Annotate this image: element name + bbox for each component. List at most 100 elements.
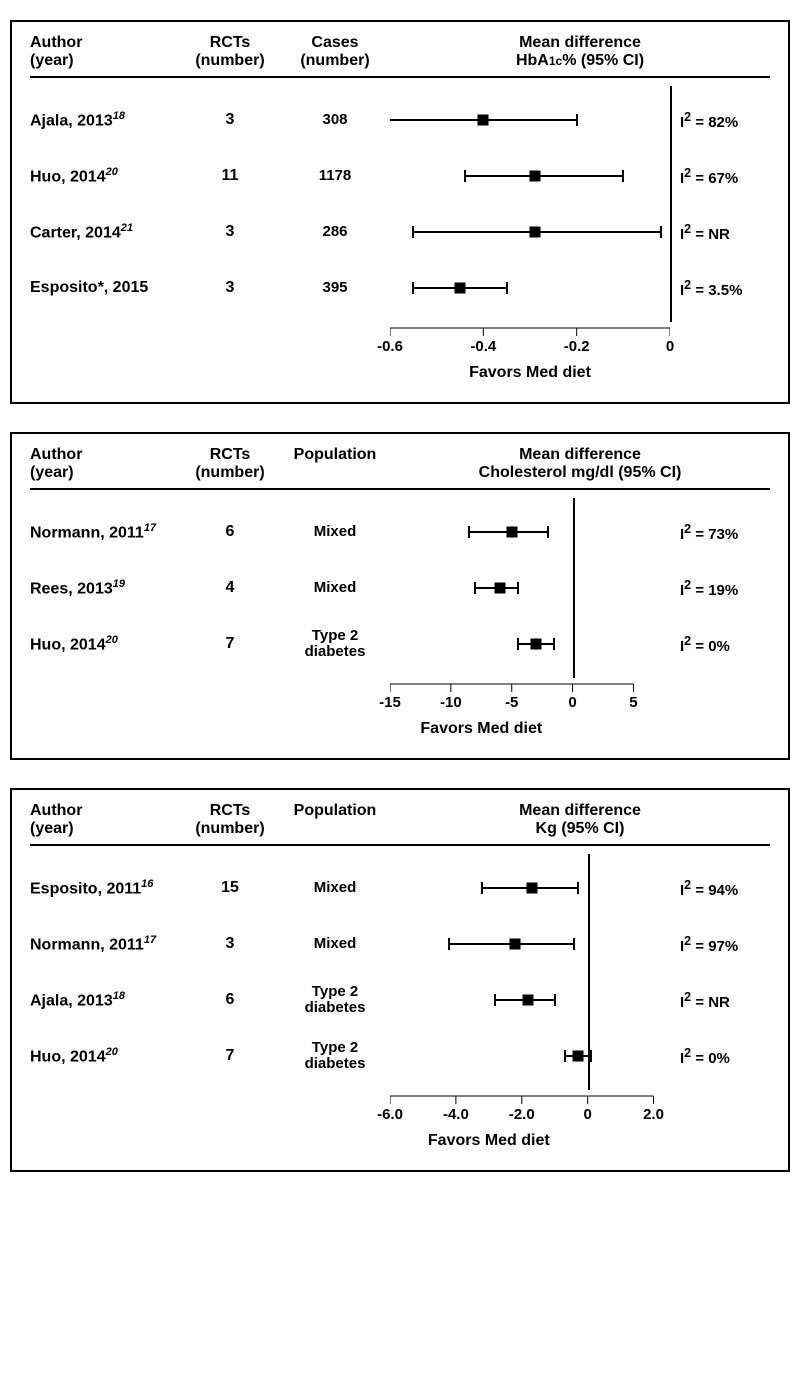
cell-author: Rees, 201319 [30,578,180,598]
cell-rcts: 15 [180,879,280,897]
cell-info: 395 [280,280,390,297]
tick-label: -5 [505,694,518,711]
cell-plot [390,972,670,1028]
cell-i2: I2 = 0% [670,1046,770,1067]
header-author: Author(year) [30,446,180,482]
cell-i2: I2 = 82% [670,110,770,131]
point-estimate [494,583,505,594]
cell-rcts: 3 [180,223,280,241]
tick-label: -6.0 [377,1106,403,1123]
cell-info: Mixed [280,880,390,897]
header-plot: Mean differenceCholesterol mg/dl (95% CI… [390,446,770,482]
axis-wrap: -0.6 -0.4 -0.2 0 Favors Med diet [30,320,770,384]
cell-i2: I2 = 73% [670,522,770,543]
point-estimate [455,283,466,294]
cell-i2: I2 = 3.5% [670,278,770,299]
tick-label: 0 [583,1106,591,1123]
ci-cap-high [573,938,575,950]
point-estimate [478,115,489,126]
ci-cap-low [412,226,414,238]
cell-rcts: 3 [180,111,280,129]
tick-label: 0 [666,338,674,355]
reference-line [573,610,575,678]
header-author: Author(year) [30,802,180,838]
ci-cap-low [517,638,519,650]
point-estimate [526,883,537,894]
ci-cap-high [577,882,579,894]
ci-cap-high [660,226,662,238]
ci-cap-low [481,882,483,894]
cell-plot [390,860,670,916]
forest-row: Ajala, 2013186Type 2diabetesI2 = NR [30,972,770,1028]
header-info: Cases(number) [280,34,390,70]
cell-rcts: 7 [180,635,280,653]
cell-author: Normann, 201117 [30,934,180,954]
tick-label: 5 [629,694,637,711]
cell-author: Carter, 201421 [30,222,180,242]
axis-label: Favors Med diet [420,720,542,738]
cell-author: Esposito*, 2015 [30,279,180,297]
forest-panel-kg: Author(year)RCTs(number)PopulationMean d… [10,788,790,1172]
cell-author: Ajala, 201318 [30,110,180,130]
cell-info: Mixed [280,524,390,541]
tick-label: -10 [440,694,462,711]
cell-i2: I2 = 19% [670,578,770,599]
cell-rcts: 6 [180,991,280,1009]
reference-line [670,254,672,322]
panel-header: Author(year)RCTs(number)PopulationMean d… [30,446,770,488]
cell-rcts: 3 [180,935,280,953]
header-author: Author(year) [30,34,180,70]
axis-wrap: -15-10-505Favors Med diet [30,676,770,740]
ci-cap-low [564,1050,566,1062]
cell-plot [390,616,670,672]
cell-info: Type 2diabetes [280,1040,390,1073]
cell-info: Mixed [280,580,390,597]
axis-label: Favors Med diet [469,364,591,382]
cell-info: Type 2diabetes [280,628,390,661]
forest-row: Esposito, 20111615MixedI2 = 94% [30,860,770,916]
ci-cap-high [553,638,555,650]
ci-cap-low [412,282,414,294]
panel-header: Author(year)RCTs(number)Cases(number)Mea… [30,34,770,76]
tick-label: -4.0 [443,1106,469,1123]
ci-cap-low [474,582,476,594]
panel-header: Author(year)RCTs(number)PopulationMean d… [30,802,770,844]
cell-plot [390,260,670,316]
header-plot: Mean differenceKg (95% CI) [390,802,770,838]
point-estimate [529,227,540,238]
cell-info: 1178 [280,168,390,185]
tick-label: -0.4 [470,338,496,355]
cell-i2: I2 = 0% [670,634,770,655]
tick-label: -15 [379,694,401,711]
ci-cap-high [554,994,556,1006]
header-info: Population [280,802,390,820]
forest-row: Ajala, 2013183308I2 = 82% [30,92,770,148]
cell-author: Esposito, 201116 [30,878,180,898]
cell-i2: I2 = NR [670,990,770,1011]
cell-author: Ajala, 201318 [30,990,180,1010]
cell-plot [390,92,670,148]
forest-row: Huo, 201420111178I2 = 67% [30,148,770,204]
forest-row: Esposito*, 20153395 I2 = 3.5% [30,260,770,316]
cell-i2: I2 = 67% [670,166,770,187]
tick-label: -0.6 [377,338,403,355]
forest-row: Rees, 2013194MixedI2 = 19% [30,560,770,616]
cell-author: Normann, 201117 [30,522,180,542]
cell-rcts: 11 [180,167,280,185]
header-rcts: RCTs(number) [180,446,280,482]
cell-plot [390,916,670,972]
tick-label: -0.2 [564,338,590,355]
ci-cap-low [464,170,466,182]
axis-label: Favors Med diet [428,1132,550,1150]
cell-info: Mixed [280,936,390,953]
ci-cap-low [468,526,470,538]
cell-info: 286 [280,224,390,241]
ci-cap-high [590,1050,592,1062]
cell-rcts: 3 [180,279,280,297]
ci-cap-low [494,994,496,1006]
tick-label: 2.0 [643,1106,664,1123]
cell-rcts: 7 [180,1047,280,1065]
header-rcts: RCTs(number) [180,802,280,838]
forest-panel-hba1c: Author(year)RCTs(number)Cases(number)Mea… [10,20,790,404]
tick-label: -2.0 [509,1106,535,1123]
